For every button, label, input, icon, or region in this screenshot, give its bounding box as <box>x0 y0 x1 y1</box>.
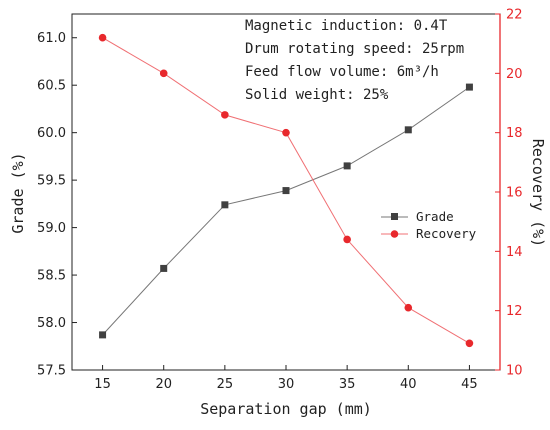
x-tick-label: 45 <box>461 377 478 392</box>
grade-point <box>160 264 168 272</box>
left-tick-label: 59.5 <box>37 174 66 189</box>
x-tick-label: 30 <box>278 377 295 392</box>
x-tick-label: 20 <box>155 377 172 392</box>
recovery-point <box>98 33 107 42</box>
legend-grade-marker <box>391 213 398 220</box>
recovery-point <box>221 111 229 119</box>
right-tick-label: 12 <box>506 304 523 319</box>
legend: Grade Recovery <box>381 209 477 241</box>
x-axis-ticks: 15 20 25 30 35 40 45 <box>94 365 478 392</box>
right-tick-label: 16 <box>506 186 523 201</box>
right-tick-label: 22 <box>506 8 523 23</box>
right-axis-label: Recovery (%) <box>529 139 547 247</box>
left-axis-label: Grade (%) <box>9 152 27 233</box>
left-tick-label: 57.5 <box>37 364 66 379</box>
left-tick-label: 59.0 <box>37 221 66 236</box>
right-axis-ticks: 10 12 14 16 18 20 22 <box>495 8 523 379</box>
grade-point <box>404 126 412 134</box>
right-tick-label: 20 <box>506 67 523 82</box>
legend-recovery-marker <box>390 230 399 238</box>
x-tick-label: 15 <box>94 377 111 392</box>
grade-point <box>465 83 473 91</box>
x-tick-label: 25 <box>217 377 234 392</box>
recovery-point <box>159 69 168 78</box>
recovery-point <box>465 339 474 348</box>
x-tick-label: 40 <box>400 377 417 392</box>
left-tick-label: 58.0 <box>37 316 66 331</box>
grade-point <box>282 187 290 195</box>
left-tick-label: 58.5 <box>37 269 66 284</box>
grade-point <box>343 162 351 170</box>
left-axis-ticks: 57.5 58.0 58.5 59.0 59.5 60.0 60.5 61.0 <box>37 31 77 379</box>
series-layer <box>98 33 474 348</box>
recovery-point <box>404 303 413 312</box>
right-tick-label: 18 <box>506 126 523 141</box>
recovery-point <box>343 235 351 244</box>
legend-grade-label: Grade <box>416 209 454 224</box>
annotation-drum-speed: Drum rotating speed: 25rpm <box>245 41 464 57</box>
legend-recovery-label: Recovery <box>416 226 477 241</box>
grade-point <box>221 201 229 209</box>
right-tick-label: 14 <box>506 245 523 260</box>
grade-point <box>99 331 107 339</box>
left-tick-label: 60.0 <box>37 126 66 141</box>
grade-series-line <box>102 86 470 336</box>
x-axis-label: Separation gap (mm) <box>200 400 372 418</box>
left-tick-label: 60.5 <box>37 79 66 94</box>
x-tick-label: 35 <box>339 377 356 392</box>
annotation-magnetic-induction: Magnetic induction: 0.4T <box>245 18 448 34</box>
right-tick-label: 10 <box>506 364 523 379</box>
annotation-solid-weight: Solid weight: 25% <box>245 87 389 103</box>
recovery-point <box>282 128 290 137</box>
annotation-feed-flow: Feed flow volume: 6m³/h <box>245 64 439 80</box>
left-tick-label: 61.0 <box>37 31 66 46</box>
